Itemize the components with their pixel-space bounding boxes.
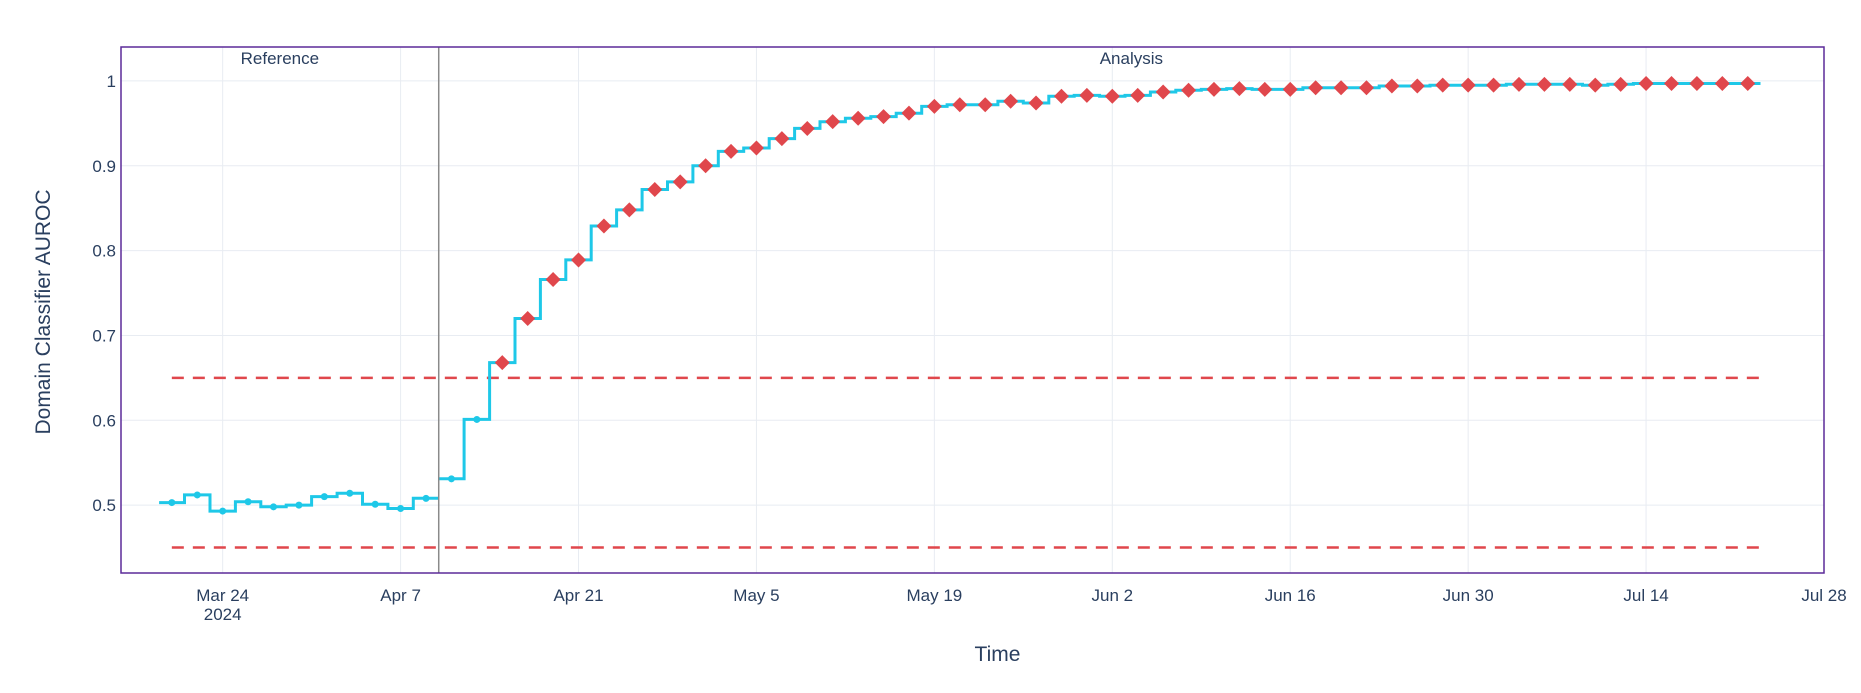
alert-marker (1714, 75, 1730, 91)
alert-marker (850, 110, 866, 126)
alert-marker (1409, 78, 1425, 94)
alert-marker (1053, 88, 1069, 104)
series-points (168, 75, 1756, 515)
y-tick-label: 1 (107, 72, 116, 91)
alert-marker (1104, 88, 1120, 104)
reference-data-point (193, 491, 201, 499)
reference-data-point (270, 503, 278, 511)
y-tick-label: 0.7 (92, 326, 116, 345)
alert-marker (1536, 76, 1552, 92)
reference-data-point (295, 501, 303, 509)
plot-border (120, 46, 1825, 574)
analysis-data-point (447, 475, 455, 483)
reference-data-point (397, 505, 405, 513)
alert-marker (1663, 75, 1679, 91)
alert-marker (952, 97, 968, 113)
y-tick-label: 0.9 (92, 157, 116, 176)
alert-marker (977, 97, 993, 113)
grid-lines (121, 47, 1825, 573)
alert-marker (1613, 76, 1629, 92)
alert-marker (1460, 77, 1476, 93)
reference-data-point (168, 499, 176, 507)
alert-marker (571, 252, 587, 268)
alert-marker (1130, 87, 1146, 103)
x-tick-label: May 19 (906, 586, 962, 605)
alert-marker (1231, 81, 1247, 97)
analysis-data-point (473, 415, 481, 423)
alert-marker (621, 202, 637, 218)
alert-marker (1740, 75, 1756, 91)
alert-marker (1562, 76, 1578, 92)
alert-marker (1587, 77, 1603, 93)
alert-marker (876, 109, 892, 125)
x-tick-label: Jul 14 (1623, 586, 1668, 605)
alert-marker (672, 174, 688, 190)
alert-marker (1308, 80, 1324, 96)
x-tick-label: Mar 24 (196, 586, 249, 605)
reference-data-point (422, 494, 430, 502)
alert-marker (1206, 81, 1222, 97)
x-tick-label: Apr 21 (553, 586, 603, 605)
alert-marker (799, 120, 815, 136)
reference-data-point (244, 498, 252, 506)
alert-marker (1003, 93, 1019, 109)
x-tick-label: Jun 16 (1265, 586, 1316, 605)
y-axis-tick-labels: 0.5 0.6 0.7 0.8 0.9 1 (92, 72, 116, 515)
reference-data-point (346, 489, 354, 497)
y-tick-label: 0.5 (92, 496, 116, 515)
x-tick-label: Jul 28 (1801, 586, 1846, 605)
alert-marker (647, 182, 663, 198)
x-tick-label: Apr 7 (380, 586, 421, 605)
alert-marker (1079, 87, 1095, 103)
alert-marker (494, 355, 510, 371)
alert-marker (596, 218, 612, 234)
alert-marker (1282, 81, 1298, 97)
section-label-reference: Reference (241, 49, 319, 68)
x-tick-year-label: 2024 (204, 605, 242, 624)
alert-marker (1257, 81, 1273, 97)
alert-marker (901, 105, 917, 121)
alert-marker (774, 131, 790, 147)
alert-marker (1181, 82, 1197, 98)
alert-marker (1689, 75, 1705, 91)
alert-marker (1028, 95, 1044, 111)
section-label-analysis: Analysis (1100, 49, 1163, 68)
reference-data-point (320, 493, 328, 501)
alert-marker (926, 98, 942, 114)
alert-marker (1358, 80, 1374, 96)
y-tick-label: 0.8 (92, 242, 116, 261)
alert-marker (1638, 75, 1654, 91)
threshold-lines (171, 376, 1761, 549)
alert-marker (698, 158, 714, 174)
x-tick-label: May 5 (733, 586, 779, 605)
alert-marker (1486, 77, 1502, 93)
series-lines (159, 82, 1761, 513)
alert-marker (545, 271, 561, 287)
alert-marker (748, 140, 764, 156)
alert-marker (1333, 80, 1349, 96)
alert-marker (1384, 78, 1400, 94)
x-tick-label: Jun 2 (1092, 586, 1134, 605)
plot-frame (120, 46, 1825, 574)
section-labels: Reference Analysis (241, 49, 1163, 68)
analysis-series-line (438, 82, 1761, 481)
alert-marker (1511, 76, 1527, 92)
alert-marker (1435, 77, 1451, 93)
x-axis-title: Time (975, 643, 1021, 666)
reference-data-point (219, 507, 227, 515)
y-tick-label: 0.6 (92, 411, 116, 430)
alert-marker (825, 114, 841, 130)
alert-marker (520, 310, 536, 326)
reference-data-point (371, 500, 379, 508)
x-tick-label: Jun 30 (1443, 586, 1494, 605)
alert-marker (1155, 84, 1171, 100)
alert-marker (723, 143, 739, 159)
y-axis-title: Domain Classifier AUROC (32, 189, 55, 434)
